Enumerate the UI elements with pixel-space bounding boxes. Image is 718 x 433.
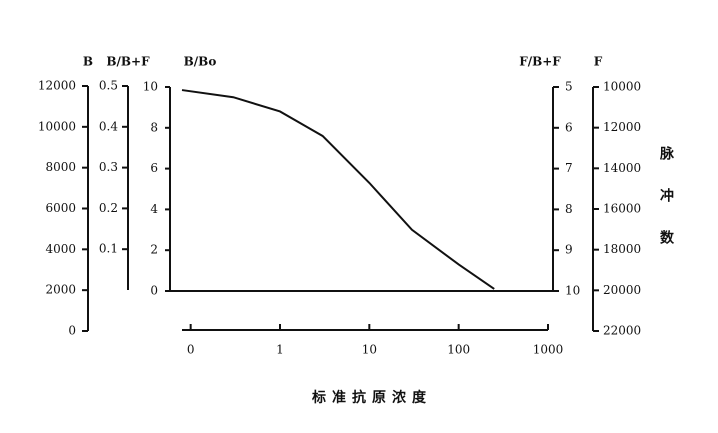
- extra-tick-label: 6: [565, 120, 573, 134]
- extra-tick-label: 10000: [38, 119, 76, 133]
- extra-tick-label: 16000: [603, 202, 641, 216]
- extra-tick-label: 6000: [45, 201, 76, 215]
- extra-tick-label: 14000: [603, 161, 641, 175]
- extra-tick-label: 0.1: [99, 242, 118, 256]
- x-tick-label: 1: [276, 343, 284, 357]
- extra-axis-label: F/B+F: [519, 55, 561, 69]
- extra-axis-label: B/B+F: [106, 55, 150, 69]
- extra-tick-label: 0.3: [99, 160, 118, 174]
- extra-tick-label: 20000: [603, 283, 641, 297]
- x-tick-label: 0: [187, 343, 195, 357]
- extra-tick-label: 9: [565, 243, 573, 257]
- extra-axis-title: 脉冲数: [658, 145, 675, 272]
- extra-tick-label: 0: [68, 324, 76, 338]
- y-tick-label: 6: [150, 161, 158, 175]
- extra-tick-label: 2000: [45, 283, 76, 297]
- extra-axis-label: B: [83, 55, 93, 69]
- extra-tick-label: 0.2: [99, 201, 118, 215]
- extra-tick-label: 7: [565, 161, 573, 175]
- y-tick-label: 10: [143, 80, 158, 94]
- extra-tick-label: 8: [565, 202, 573, 216]
- extra-tick-label: 10000: [603, 80, 641, 94]
- extra-tick-label: 12000: [603, 120, 641, 134]
- curve: [181, 89, 495, 290]
- extra-tick-label: 8000: [45, 160, 76, 174]
- extra-tick-label: 10: [565, 284, 580, 298]
- extra-tick-label: 0.5: [99, 79, 118, 93]
- y-tick-label: 8: [150, 120, 158, 134]
- extra-tick-label: 22000: [603, 324, 641, 338]
- y-tick-label: 0: [150, 284, 158, 298]
- extra-tick-label: 12000: [38, 79, 76, 93]
- y-axis-label: B/Bo: [184, 55, 217, 69]
- x-tick-label: 10: [362, 343, 377, 357]
- y-tick-label: 4: [150, 202, 158, 216]
- x-axis-label: 标准抗原浓度: [311, 389, 432, 406]
- extra-tick-label: 4000: [45, 242, 76, 256]
- extra-axis-label: F: [594, 55, 603, 69]
- extra-tick-label: 0.4: [99, 119, 118, 133]
- y-tick-label: 2: [150, 243, 158, 257]
- x-tick-label: 100: [447, 343, 470, 357]
- extra-tick-label: 18000: [603, 242, 641, 256]
- extra-tick-label: 5: [565, 80, 573, 94]
- x-tick-label: 1000: [533, 343, 564, 357]
